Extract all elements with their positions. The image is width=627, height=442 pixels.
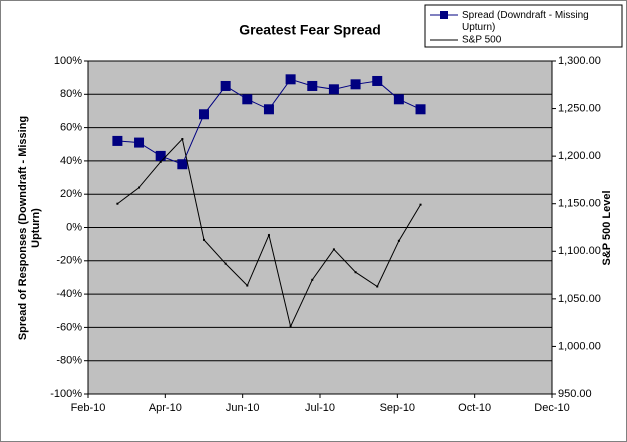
point bbox=[134, 137, 145, 148]
point bbox=[242, 94, 253, 105]
point bbox=[307, 80, 318, 91]
y-tick-label: 100% bbox=[54, 55, 82, 67]
legend-label: Spread (Downdraft - Missing Upturn) bbox=[462, 10, 589, 33]
point bbox=[289, 325, 292, 328]
point bbox=[415, 104, 426, 115]
y-tick-label: -100% bbox=[50, 388, 82, 400]
y2-tick-label: 950.00 bbox=[558, 388, 592, 400]
point bbox=[350, 79, 361, 90]
y-tick-label: 80% bbox=[60, 88, 82, 100]
x-tick-label: Sep-10 bbox=[380, 402, 415, 414]
point bbox=[263, 104, 274, 115]
point bbox=[181, 138, 184, 141]
y2-tick-label: 1,150.00 bbox=[558, 198, 601, 210]
y-tick-label: 20% bbox=[60, 188, 82, 200]
point bbox=[246, 284, 249, 287]
point bbox=[332, 248, 335, 251]
y-tick-label: 0% bbox=[66, 221, 82, 233]
x-tick-label: Jun-10 bbox=[226, 402, 260, 414]
y2-tick-label: 1,050.00 bbox=[558, 293, 601, 305]
point bbox=[159, 160, 162, 163]
y2-tick-label: 1,100.00 bbox=[558, 245, 601, 257]
x-tick-label: Jul-10 bbox=[305, 402, 335, 414]
x-tick-label: Dec-10 bbox=[534, 402, 569, 414]
y-tick-label: -20% bbox=[56, 255, 82, 267]
point bbox=[267, 234, 270, 237]
point bbox=[199, 109, 209, 120]
y2-tick-label: 1,250.00 bbox=[558, 102, 601, 114]
y2-tick-label: 1,000.00 bbox=[558, 340, 601, 352]
chart-title: Greatest Fear Spread bbox=[239, 22, 381, 38]
point bbox=[397, 239, 400, 242]
point bbox=[311, 278, 314, 281]
legend-label: S&P 500 bbox=[462, 35, 502, 46]
point bbox=[116, 202, 119, 205]
point bbox=[419, 203, 422, 206]
point bbox=[138, 186, 141, 189]
y-axis-label: Spread of Responses (Downdraft - Missing… bbox=[17, 116, 42, 340]
point bbox=[372, 75, 383, 86]
x-tick-label: Oct-10 bbox=[458, 402, 491, 414]
x-tick-label: Feb-10 bbox=[71, 402, 106, 414]
point bbox=[354, 271, 357, 274]
point bbox=[203, 238, 205, 241]
point bbox=[328, 84, 339, 95]
y2-tick-label: 1,200.00 bbox=[558, 150, 601, 162]
point bbox=[177, 159, 188, 170]
y2-tick-label: 1,300.00 bbox=[558, 55, 601, 67]
x-tick-label: Apr-10 bbox=[149, 402, 182, 414]
point bbox=[220, 80, 231, 91]
y-tick-label: -60% bbox=[56, 321, 82, 333]
point bbox=[224, 262, 227, 265]
legend-swatch-marker bbox=[440, 11, 448, 19]
y-tick-label: 60% bbox=[60, 122, 82, 134]
y-tick-label: 40% bbox=[60, 155, 82, 167]
point bbox=[376, 285, 379, 288]
point bbox=[285, 74, 296, 85]
point bbox=[112, 135, 123, 146]
y-tick-label: -40% bbox=[56, 288, 82, 300]
y2-axis-label: S&P 500 Level bbox=[601, 190, 613, 265]
point bbox=[155, 150, 166, 161]
point bbox=[393, 94, 404, 105]
y-tick-label: -80% bbox=[56, 355, 82, 367]
